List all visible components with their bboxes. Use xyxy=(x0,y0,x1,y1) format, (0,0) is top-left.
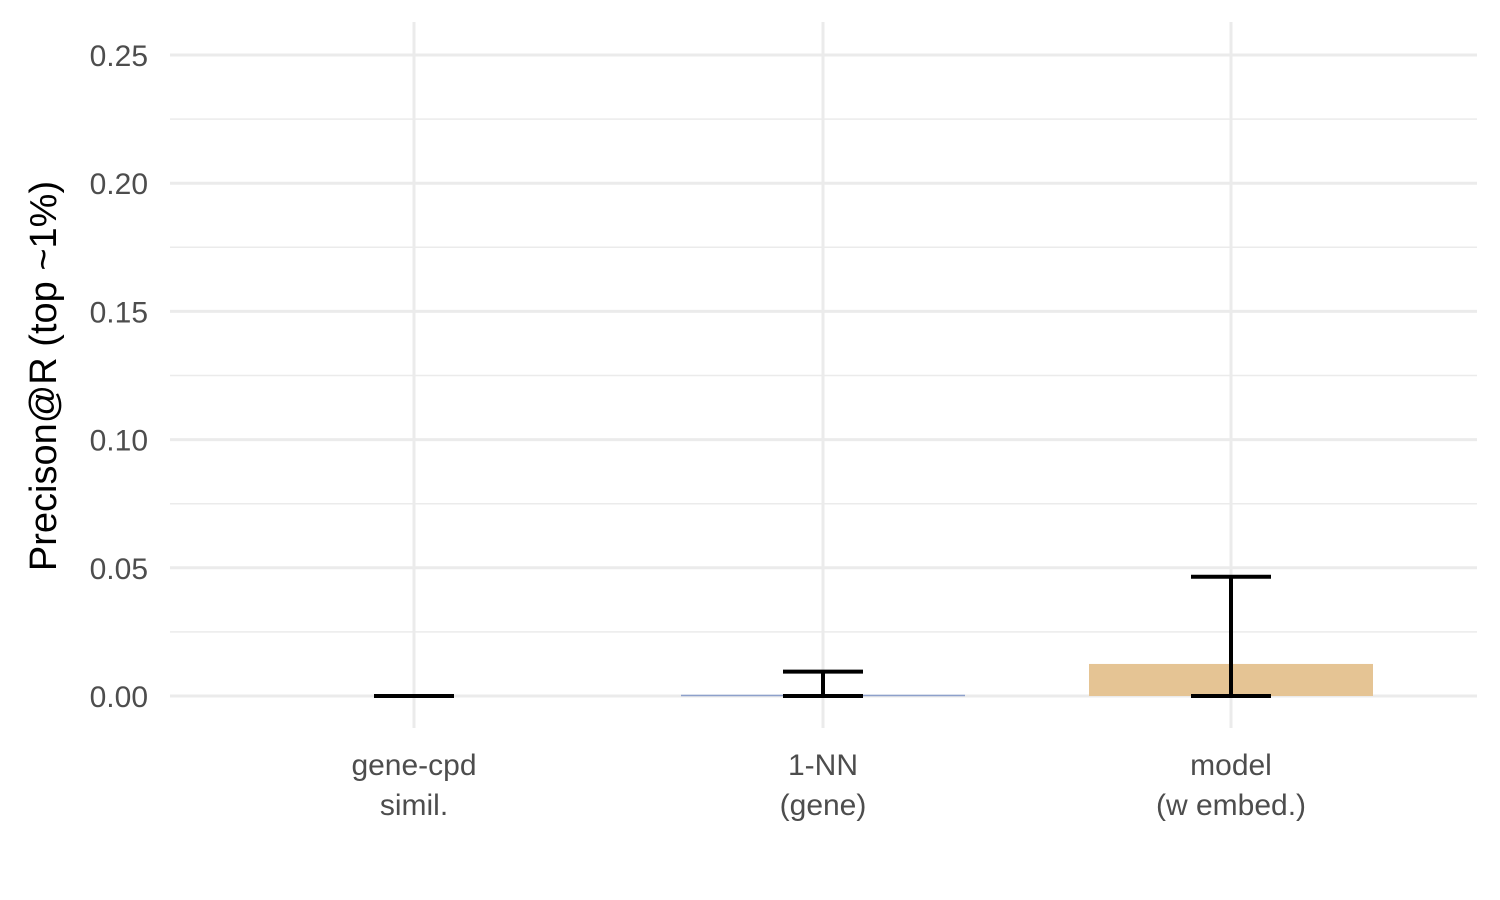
x-tick-label: simil. xyxy=(380,789,448,822)
y-tick-label: 0.15 xyxy=(90,296,148,329)
y-tick-label: 0.20 xyxy=(90,168,148,201)
x-tick-label: gene-cpd xyxy=(351,749,476,782)
y-tick-label: 0.10 xyxy=(90,425,148,458)
x-tick-label: 1-NN xyxy=(788,749,858,782)
y-axis-label: Precison@R (top ~1%) xyxy=(23,181,65,571)
y-tick-label: 0.00 xyxy=(90,681,148,714)
error-bars xyxy=(374,574,1271,698)
y-tick-label: 0.25 xyxy=(90,40,148,73)
x-tick-labels: gene-cpd simil. 1-NN (gene) model (w embed.) xyxy=(351,749,1306,822)
x-tick-label: model xyxy=(1190,749,1272,782)
bars xyxy=(681,663,1373,697)
x-tick-label: (gene) xyxy=(780,789,867,822)
y-tick-label: 0.05 xyxy=(90,553,148,586)
x-tick-label: (w embed.) xyxy=(1156,789,1306,822)
y-tick-labels: 0.00 0.05 0.10 0.15 0.20 0.25 xyxy=(90,40,148,714)
